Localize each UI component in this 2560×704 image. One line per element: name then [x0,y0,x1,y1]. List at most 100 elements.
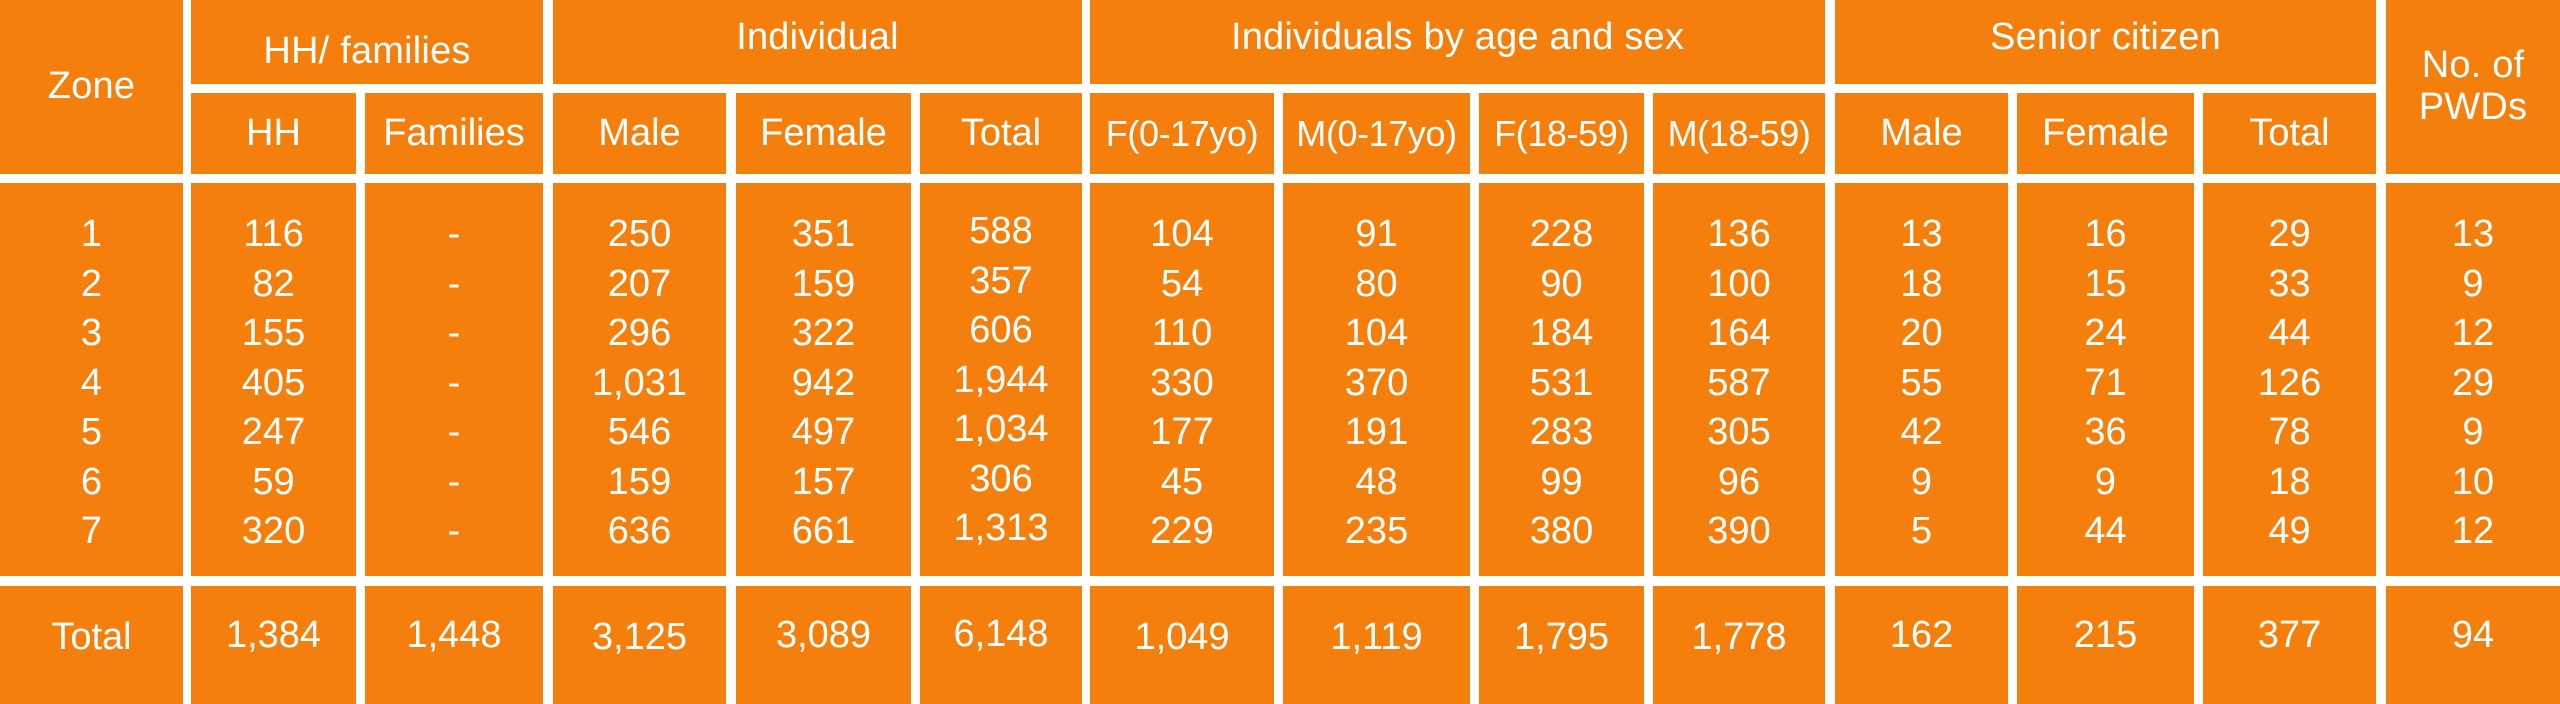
cell-families-3: - [447,312,461,354]
cell-f-18-59-2: 90 [1540,262,1583,305]
cell-individual-female-5: 497 [791,411,856,453]
cell-f-0-17-5: 177 [1150,411,1214,453]
cell-individual-total-7: 1,313 [953,507,1049,549]
total-label-text: Total [51,615,132,658]
header-families-label: Families [383,112,525,154]
cell-senior-female-6: 9 [2094,460,2117,503]
cell-hh-6: 59 [252,460,295,503]
header-f-18-59-label: F(18-59) [1494,112,1629,154]
total-senior-male: 162 [1835,586,2008,704]
total-m-0-17-value: 1,119 [1330,615,1423,658]
cell-senior-total-5: 78 [2268,411,2311,453]
cell-pwds-2: 9 [2462,262,2484,305]
header-group-age-sex: Individuals by age and sex [1090,0,1825,84]
column-senior-male: 13 18 20 55 42 9 5 [1835,183,2008,576]
cell-pwds-1: 13 [2451,213,2495,255]
header-senior-female-label: Female [2042,112,2169,154]
header-pwds-line1: No. of [2421,44,2525,87]
cell-individual-male-7: 636 [607,510,672,552]
cell-individual-male-6: 159 [607,460,672,503]
column-pwds: 13 9 12 29 9 10 12 [2386,183,2560,576]
column-individual-total: 588 357 606 1,944 1,034 306 1,313 [920,183,1082,576]
cell-m-0-17-1: 91 [1355,213,1398,255]
cell-senior-female-5: 36 [2084,411,2127,453]
cell-individual-male-4: 1,031 [591,361,688,404]
header-m-18-59-label: M(18-59) [1667,112,1811,154]
cell-individual-total-6: 306 [969,457,1033,500]
total-individual-male-value: 3,125 [591,615,688,658]
cell-pwds-7: 12 [2451,510,2495,552]
cell-senior-female-7: 44 [2084,510,2127,552]
column-m-0-17: 91 80 104 370 191 48 235 [1283,183,1470,576]
total-m-18-59: 1,778 [1653,586,1825,704]
cell-individual-male-3: 296 [607,312,672,354]
column-f-18-59: 228 90 184 531 283 99 380 [1479,183,1644,576]
cell-families-7: - [447,510,461,552]
cell-senior-female-1: 16 [2084,213,2127,255]
cell-senior-male-1: 13 [1900,213,1943,255]
header-zone: Zone [0,0,183,174]
cell-m-18-59-1: 136 [1707,213,1771,255]
header-senior-male-label: Male [1880,112,1963,154]
cell-zone-5: 5 [80,411,103,453]
header-pwds-line2: PWDs [2418,86,2528,128]
cell-m-18-59-2: 100 [1707,262,1771,305]
cell-senior-male-6: 9 [1910,460,1933,503]
header-senior-total-label: Total [2249,112,2330,154]
cell-m-0-17-3: 104 [1344,312,1409,354]
header-senior-female: Female [2017,93,2194,174]
cell-f-18-59-5: 283 [1529,411,1594,453]
cell-individual-male-1: 250 [607,213,672,255]
total-hh-value: 1,384 [225,613,322,656]
header-zone-label: Zone [47,65,136,108]
column-zone: 1 2 3 4 5 6 7 [0,183,183,576]
cell-m-18-59-4: 587 [1707,361,1771,404]
cell-f-18-59-3: 184 [1529,312,1594,354]
cell-m-18-59-6: 96 [1717,460,1761,503]
header-hh: HH [191,93,356,174]
header-individual-female: Female [736,93,911,174]
cell-zone-7: 7 [80,510,103,552]
total-m-18-59-value: 1,778 [1691,615,1787,658]
column-individual-male: 250 207 296 1,031 546 159 636 [553,183,726,576]
cell-hh-4: 405 [241,361,306,404]
cell-families-4: - [447,361,461,404]
cell-m-0-17-4: 370 [1344,361,1409,404]
cell-individual-total-4: 1,944 [953,358,1049,401]
cell-individual-female-3: 322 [791,312,856,354]
total-hh: 1,384 [191,586,356,704]
column-individual-female: 351 159 322 942 497 157 661 [736,183,911,576]
header-group-senior-label: Senior citizen [1990,16,2221,59]
cell-senior-female-3: 24 [2084,312,2127,354]
column-senior-female: 16 15 24 71 36 9 44 [2017,183,2194,576]
cell-individual-male-2: 207 [607,262,672,305]
column-f-0-17: 104 54 110 330 177 45 229 [1090,183,1274,576]
total-f-0-17-value: 1,049 [1134,615,1230,658]
total-individual-total: 6,148 [920,586,1082,704]
cell-individual-female-7: 661 [791,510,856,552]
cell-f-0-17-7: 229 [1150,510,1214,552]
header-hh-label: HH [246,112,301,154]
cell-zone-1: 1 [80,213,103,255]
total-pwds: 94 [2386,586,2560,704]
column-m-18-59: 136 100 164 587 305 96 390 [1653,183,1825,576]
cell-senior-male-7: 5 [1910,510,1933,552]
cell-f-18-59-4: 531 [1529,361,1594,404]
cell-f-18-59-6: 99 [1540,460,1583,503]
header-group-age-sex-label: Individuals by age and sex [1230,16,1685,59]
header-f-0-17-label: F(0-17yo) [1105,112,1259,154]
cell-m-0-17-6: 48 [1355,460,1398,503]
cell-senior-male-4: 55 [1900,361,1943,404]
header-individual-total-label: Total [960,112,1042,154]
header-pwds: No. of PWDs [2386,0,2560,174]
column-hh: 116 82 155 405 247 59 320 [191,183,356,576]
cell-f-18-59-1: 228 [1529,213,1594,255]
cell-hh-2: 82 [252,262,295,305]
cell-hh-7: 320 [241,510,306,552]
header-group-hh-families: HH/ families [191,0,543,84]
cell-senior-total-7: 49 [2268,510,2311,552]
cell-individual-total-3: 606 [969,309,1033,351]
cell-m-18-59-7: 390 [1707,510,1771,552]
total-m-0-17: 1,119 [1283,586,1470,704]
